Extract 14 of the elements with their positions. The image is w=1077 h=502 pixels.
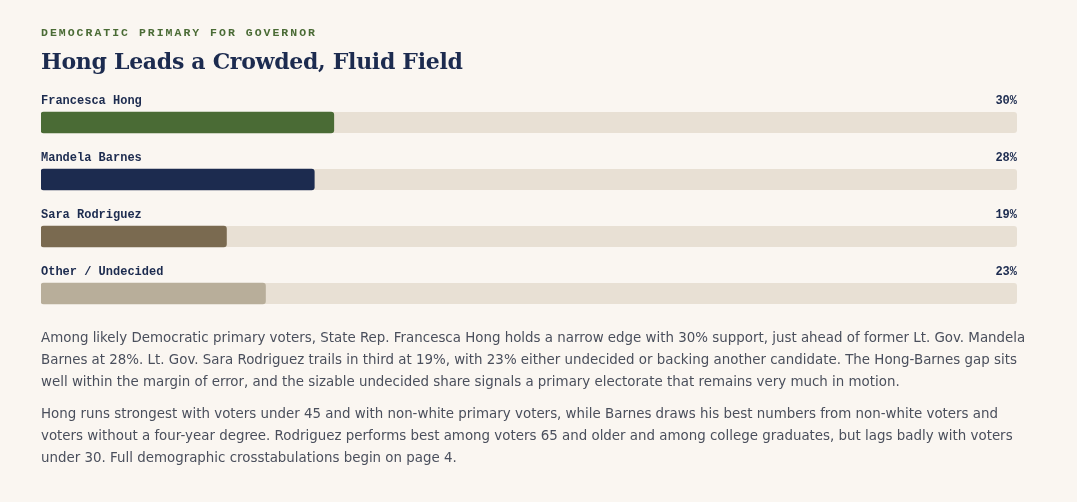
y-tick-label: Sara Rodriguez (41, 208, 142, 222)
text: Among likely Democratic primary voters, State Rep. Francesca Hong holds a narrow edge with 30% support, just ahead of former Lt. Gov. Mandela Barnes at 28%. Lt. Gov. Sara Rodriguez trails in third at 19%, with 23% either undecided or backing another candidate. The Hong-Barnes gap sits well within the margin of error, and the sizable undecided share signals a primary electorate that remains very much in motion. (41, 329, 1027, 391)
data-label: 28% (995, 151, 1018, 165)
bar (41, 282, 266, 305)
y-tick-label: Other / Undecided (41, 265, 164, 279)
data-label: 19% (995, 208, 1018, 222)
bar (41, 225, 227, 248)
chart-title: Hong Leads a Crowded, Fluid Field (41, 48, 463, 74)
y-tick-label: Francesca Hong (41, 94, 142, 108)
text: Hong runs strongest with voters under 45 and with non-white primary voters, while Barnes draws his best numbers from non-white voters and voters without a four-year degree. Rodriguez performs best among voters 65 and older and among college graduates, but lags badly with voters under 30. Full demographic crosstabulations begin on page 4. (41, 405, 1014, 467)
data-label: 30% (995, 94, 1018, 108)
y-tick-label: Mandela Barnes (41, 151, 142, 165)
data-label: 23% (995, 265, 1018, 279)
chart-subtitle: DEMOCRATIC PRIMARY FOR GOVERNOR (41, 26, 317, 39)
